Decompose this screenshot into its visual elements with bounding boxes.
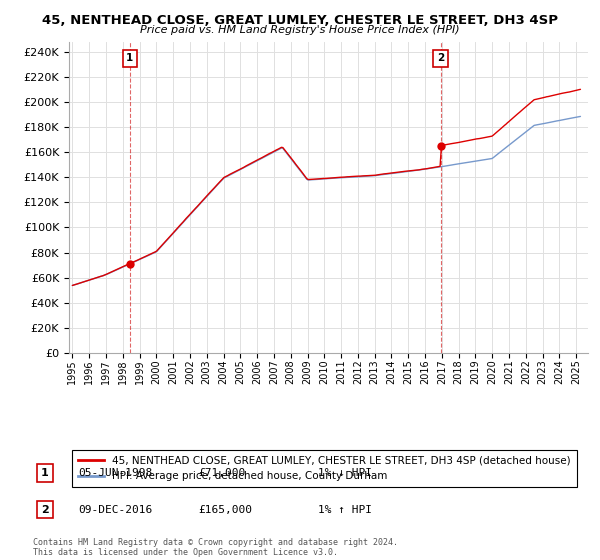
Text: 1% ↑ HPI: 1% ↑ HPI: [318, 505, 372, 515]
Text: 2: 2: [437, 53, 444, 63]
Text: 1: 1: [41, 468, 49, 478]
Text: 05-JUN-1998: 05-JUN-1998: [78, 468, 152, 478]
Text: Contains HM Land Registry data © Crown copyright and database right 2024.
This d: Contains HM Land Registry data © Crown c…: [33, 538, 398, 557]
Text: 2: 2: [41, 505, 49, 515]
Text: £165,000: £165,000: [198, 505, 252, 515]
Text: 09-DEC-2016: 09-DEC-2016: [78, 505, 152, 515]
Text: 45, NENTHEAD CLOSE, GREAT LUMLEY, CHESTER LE STREET, DH3 4SP: 45, NENTHEAD CLOSE, GREAT LUMLEY, CHESTE…: [42, 14, 558, 27]
Legend: 45, NENTHEAD CLOSE, GREAT LUMLEY, CHESTER LE STREET, DH3 4SP (detached house), H: 45, NENTHEAD CLOSE, GREAT LUMLEY, CHESTE…: [71, 450, 577, 487]
Text: 1% ↓ HPI: 1% ↓ HPI: [318, 468, 372, 478]
Text: Price paid vs. HM Land Registry's House Price Index (HPI): Price paid vs. HM Land Registry's House …: [140, 25, 460, 35]
Text: £71,000: £71,000: [198, 468, 245, 478]
Text: 1: 1: [126, 53, 133, 63]
